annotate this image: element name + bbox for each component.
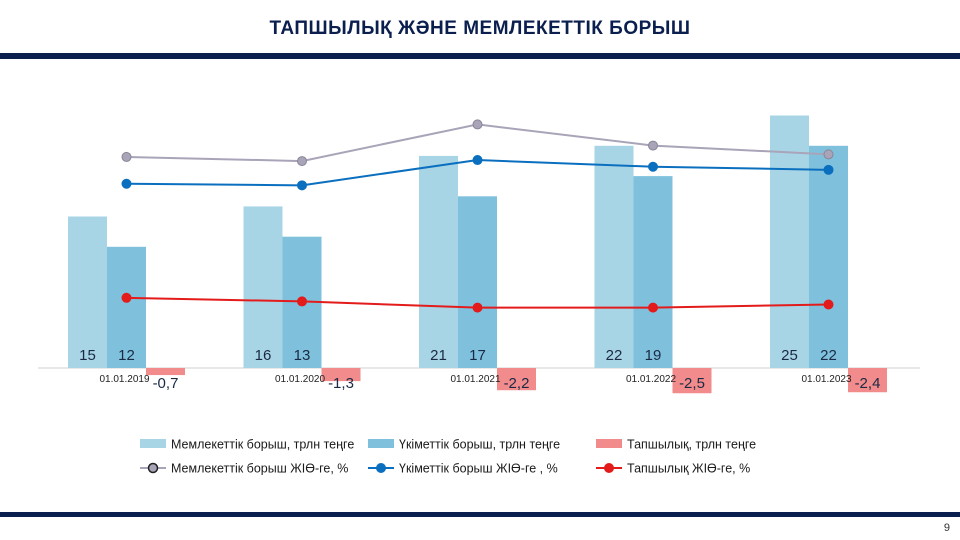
deficit-bar-label: -1,3 bbox=[328, 375, 354, 392]
state-debt-bar-label: 16 bbox=[255, 347, 272, 364]
gov-debt-bar bbox=[809, 145, 848, 368]
debt-deficit-chart: 15 12 16 13 21 17 22 19 25 22 -0,7 -1,3 -2,2 -2,5 -2,4… bbox=[38, 115, 920, 476]
gov-debt-bar-label: 19 bbox=[645, 347, 662, 364]
deficit-bar-label: -2,4 bbox=[855, 375, 881, 392]
gov-debt-bar bbox=[458, 196, 497, 368]
state-debt-bar bbox=[594, 145, 634, 368]
gov-debt-bar-label: 17 bbox=[469, 347, 486, 364]
deficit-gdp-point bbox=[823, 299, 834, 310]
deficit-bar bbox=[672, 368, 712, 394]
deficit-bar-label: -2,2 bbox=[504, 375, 530, 392]
state-debt-gdp-point bbox=[121, 151, 132, 162]
state-debt-gdp-point bbox=[472, 119, 483, 130]
gov-debt-gdp-point bbox=[121, 178, 132, 189]
gov-debt-gdp-point bbox=[297, 180, 307, 191]
footer-rule bbox=[0, 512, 960, 517]
gov-debt-bar-label: 22 bbox=[820, 347, 837, 364]
x-tick-label: 01.01.2020 bbox=[275, 374, 325, 385]
state-debt-bar-label: 21 bbox=[430, 347, 447, 364]
state-debt-bar-label: 15 bbox=[79, 347, 96, 364]
deficit-gdp-point bbox=[472, 302, 483, 313]
gov-debt-bar-label: 12 bbox=[118, 347, 135, 364]
legend-gov-debt-gdp-marker bbox=[376, 463, 386, 473]
gov-debt-gdp-point bbox=[823, 164, 834, 175]
deficit-bar-label: -0,7 bbox=[153, 375, 179, 392]
gov-debt-gdp-point bbox=[648, 161, 658, 172]
legend-state-debt-gdp-label: Мемлекеттік борыш ЖІӨ-ге, % bbox=[171, 462, 348, 476]
state-debt-bar bbox=[68, 216, 107, 368]
state-debt-gdp-point bbox=[823, 149, 834, 160]
slide-title: ТАПШЫЛЫҚ ЖӘНЕ МЕМЛЕКЕТТІК БОРЫШ bbox=[269, 18, 691, 39]
gov-debt-bar-label: 13 bbox=[294, 347, 311, 364]
header-rule bbox=[0, 53, 960, 59]
deficit-bar bbox=[321, 368, 361, 382]
x-tick-label: 01.01.2023 bbox=[801, 374, 851, 385]
state-debt-bar bbox=[243, 206, 283, 368]
gov-debt-bar bbox=[107, 246, 146, 368]
x-tick-label: 01.01.2021 bbox=[450, 374, 500, 385]
legend-state-debt-swatch bbox=[140, 439, 166, 448]
legend-state-debt-gdp-marker bbox=[147, 462, 159, 474]
deficit-bar bbox=[848, 368, 887, 393]
deficit-gdp-point bbox=[121, 292, 132, 303]
state-debt-bar bbox=[419, 155, 458, 368]
legend-deficit-label: Тапшылық, трлн теңге bbox=[627, 438, 756, 452]
state-debt-bar bbox=[770, 115, 809, 368]
page-number: 9 bbox=[943, 522, 950, 534]
legend-state-debt-label: Мемлекеттік борыш, трлн теңге bbox=[171, 438, 354, 452]
legend-deficit-swatch bbox=[596, 439, 622, 448]
x-tick-label: 01.01.2022 bbox=[626, 374, 676, 385]
deficit-gdp-point bbox=[297, 296, 307, 307]
legend-gov-debt-swatch bbox=[368, 439, 394, 448]
legend-gov-debt-gdp-label: Үкіметтік борыш ЖІӨ-ге , % bbox=[399, 462, 558, 476]
state-debt-bar-label: 22 bbox=[606, 347, 623, 364]
legend-deficit-gdp-label: Тапшылық ЖІӨ-ге, % bbox=[627, 462, 750, 476]
gov-debt-gdp-point bbox=[472, 155, 483, 166]
gov-debt-bar bbox=[633, 176, 673, 368]
state-debt-gdp-point bbox=[648, 140, 658, 151]
deficit-bar bbox=[497, 368, 536, 391]
state-debt-bar-label: 25 bbox=[781, 347, 798, 364]
legend-deficit-gdp-marker bbox=[604, 463, 614, 473]
legend-gov-debt-label: Үкіметтік борыш, трлн теңге bbox=[399, 438, 560, 452]
deficit-gdp-point bbox=[648, 302, 658, 313]
x-tick-label: 01.01.2019 bbox=[99, 374, 149, 385]
deficit-bar bbox=[146, 368, 185, 376]
state-debt-gdp-point bbox=[297, 156, 307, 167]
deficit-bar-label: -2,5 bbox=[679, 375, 705, 392]
